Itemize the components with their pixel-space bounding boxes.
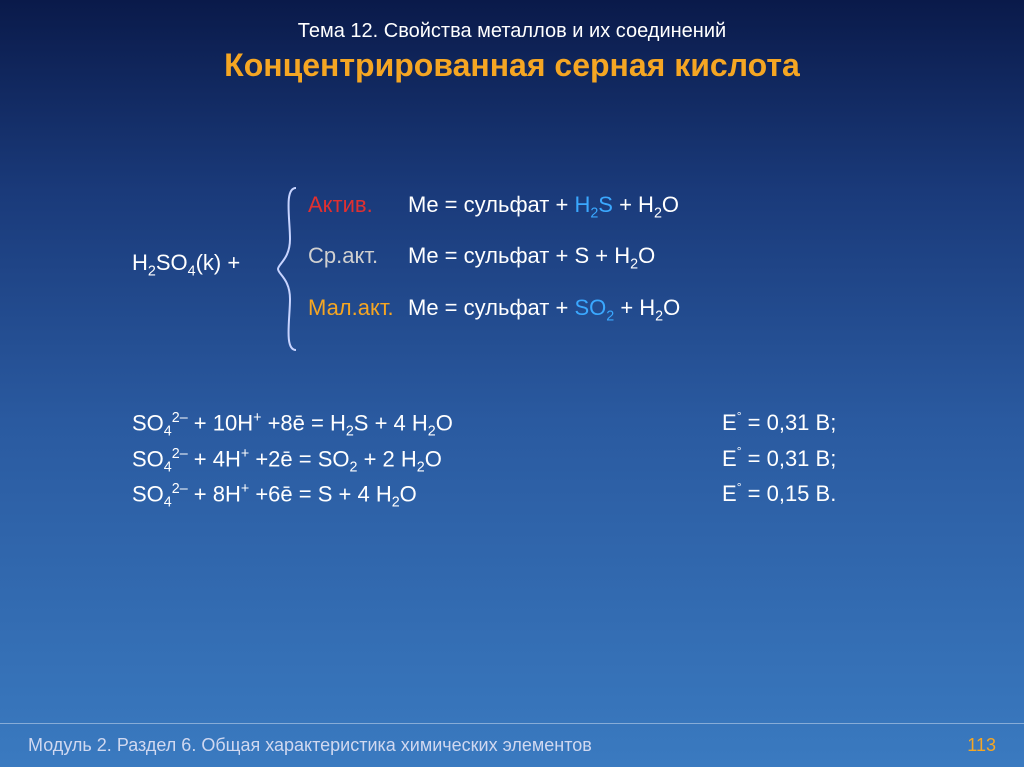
- reaction-rhs-post: + H2O: [589, 243, 655, 268]
- half-reactions: SO42– + 10H+ +8ē = H2S + 4 H2O E° = 0,31 …: [132, 410, 892, 511]
- activity-label: Ср.акт.: [308, 243, 408, 269]
- reaction-case-row: Мал.акт.Me = сульфат + SO2 + H2O: [308, 295, 680, 324]
- footer-breadcrumb: Модуль 2. Раздел 6. Общая характеристика…: [28, 735, 592, 756]
- half-reaction-row: SO42– + 4H+ +2ē = SO2 + 2 H2O E° = 0,31 В…: [132, 446, 892, 476]
- standard-potential: E° = 0,15 В.: [722, 481, 892, 511]
- content-area: H2SO4(k) + Актив.Me = сульфат + H2S + H2…: [0, 190, 1024, 517]
- half-reaction-equation: SO42– + 10H+ +8ē = H2S + 4 H2O: [132, 410, 453, 440]
- reaction-cases: Актив.Me = сульфат + H2S + H2OСр.акт.Me …: [308, 192, 680, 346]
- standard-potential: E° = 0,31 В;: [722, 410, 892, 440]
- half-reaction-equation: SO42– + 4H+ +2ē = SO2 + 2 H2O: [132, 446, 442, 476]
- reaction-product: S: [574, 243, 589, 268]
- footer: Модуль 2. Раздел 6. Общая характеристика…: [0, 723, 1024, 767]
- half-reaction-row: SO42– + 10H+ +8ē = H2S + 4 H2O E° = 0,31 …: [132, 410, 892, 440]
- half-reaction-equation: SO42– + 8H+ +6ē = S + 4 H2O: [132, 481, 417, 511]
- page-number: 113: [967, 735, 996, 756]
- reaction-product: H2S: [574, 192, 613, 217]
- reaction-rhs-pre: Me = сульфат +: [408, 295, 574, 320]
- half-reaction-row: SO42– + 8H+ +6ē = S + 4 H2O E° = 0,15 В.: [132, 481, 892, 511]
- reaction-rhs-pre: Me = сульфат +: [408, 192, 574, 217]
- slide-title: Концентрированная серная кислота: [0, 47, 1024, 84]
- topic-line: Тема 12. Свойства металлов и их соединен…: [0, 0, 1024, 43]
- reaction-lhs: H2SO4(k) +: [132, 250, 240, 279]
- standard-potential: E° = 0,31 В;: [722, 446, 892, 476]
- reaction-rhs-post: + H2O: [613, 192, 679, 217]
- reaction-scheme: H2SO4(k) + Актив.Me = сульфат + H2S + H2…: [132, 190, 892, 350]
- reaction-case-row: Актив.Me = сульфат + H2S + H2O: [308, 192, 680, 221]
- reaction-product: SO2: [574, 295, 614, 320]
- activity-label: Мал.акт.: [308, 295, 408, 321]
- reaction-case-row: Ср.акт.Me = сульфат + S + H2O: [308, 243, 680, 272]
- reaction-rhs-pre: Me = сульфат +: [408, 243, 574, 268]
- curly-brace-icon: [274, 184, 302, 354]
- reaction-rhs-post: + H2O: [614, 295, 680, 320]
- activity-label: Актив.: [308, 192, 408, 218]
